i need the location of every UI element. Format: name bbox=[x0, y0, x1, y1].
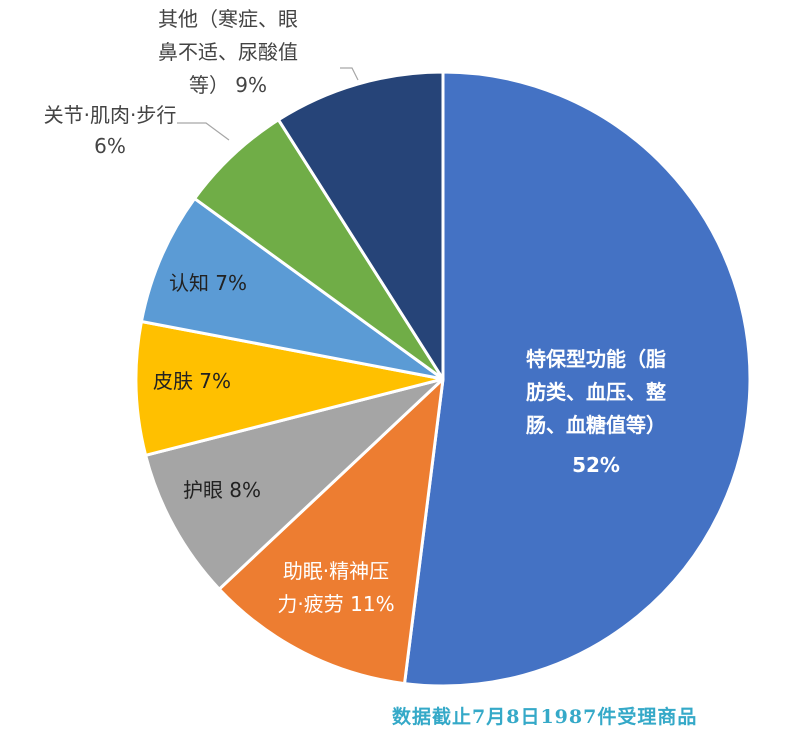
slice-label-line: 肠、血糖值等） bbox=[526, 413, 666, 437]
pie-slice-3 bbox=[134, 319, 445, 457]
slice-label-line: 认知 7% bbox=[169, 271, 247, 295]
slice-label-line: 等） 9% bbox=[189, 73, 267, 97]
slice-label-line: 皮肤 7% bbox=[153, 369, 231, 393]
pie-slice-1 bbox=[217, 377, 445, 686]
slice-label-line: 助眠·精神压 bbox=[283, 559, 389, 583]
pie-slice-2 bbox=[144, 377, 445, 591]
leader-line-6 bbox=[340, 67, 359, 81]
slice-label-line: 肪类、血压、整 bbox=[526, 380, 666, 404]
slice-label-0: 特保型功能（脂肪类、血压、整肠、血糖值等） bbox=[526, 347, 666, 437]
slice-label-line: 其他（寒症、眼 bbox=[158, 7, 298, 31]
slice-label-1: 助眠·精神压力·疲劳 11% bbox=[277, 559, 394, 616]
slice-label-4: 认知 7% bbox=[169, 271, 247, 295]
pie-slice-0 bbox=[403, 70, 752, 688]
source-note: 数据截止7月8日1987件受理商品 bbox=[392, 706, 698, 728]
leader-line-5 bbox=[177, 122, 230, 141]
slice-label-3: 皮肤 7% bbox=[153, 369, 231, 393]
slice-label-5: 关节·肌肉·步行 6% bbox=[44, 103, 177, 158]
slice-label-line: 6% bbox=[94, 134, 126, 158]
pie-slice-6 bbox=[277, 70, 445, 381]
slice-label-line: 护眼 8% bbox=[183, 478, 261, 502]
slice-label-line: 力·疲劳 11% bbox=[277, 592, 394, 616]
slice-label-6: 其他（寒症、眼鼻不适、尿酸值等） 9% bbox=[158, 7, 298, 97]
slice-percent-label-0: 52% bbox=[572, 453, 620, 477]
slice-label-2: 护眼 8% bbox=[183, 478, 261, 502]
slice-label-line: 鼻不适、尿酸值 bbox=[158, 40, 298, 64]
slice-label-line: 关节·肌肉·步行 bbox=[44, 103, 177, 127]
slice-label-line: 特保型功能（脂 bbox=[526, 347, 666, 371]
pie-slice-4 bbox=[139, 197, 445, 381]
